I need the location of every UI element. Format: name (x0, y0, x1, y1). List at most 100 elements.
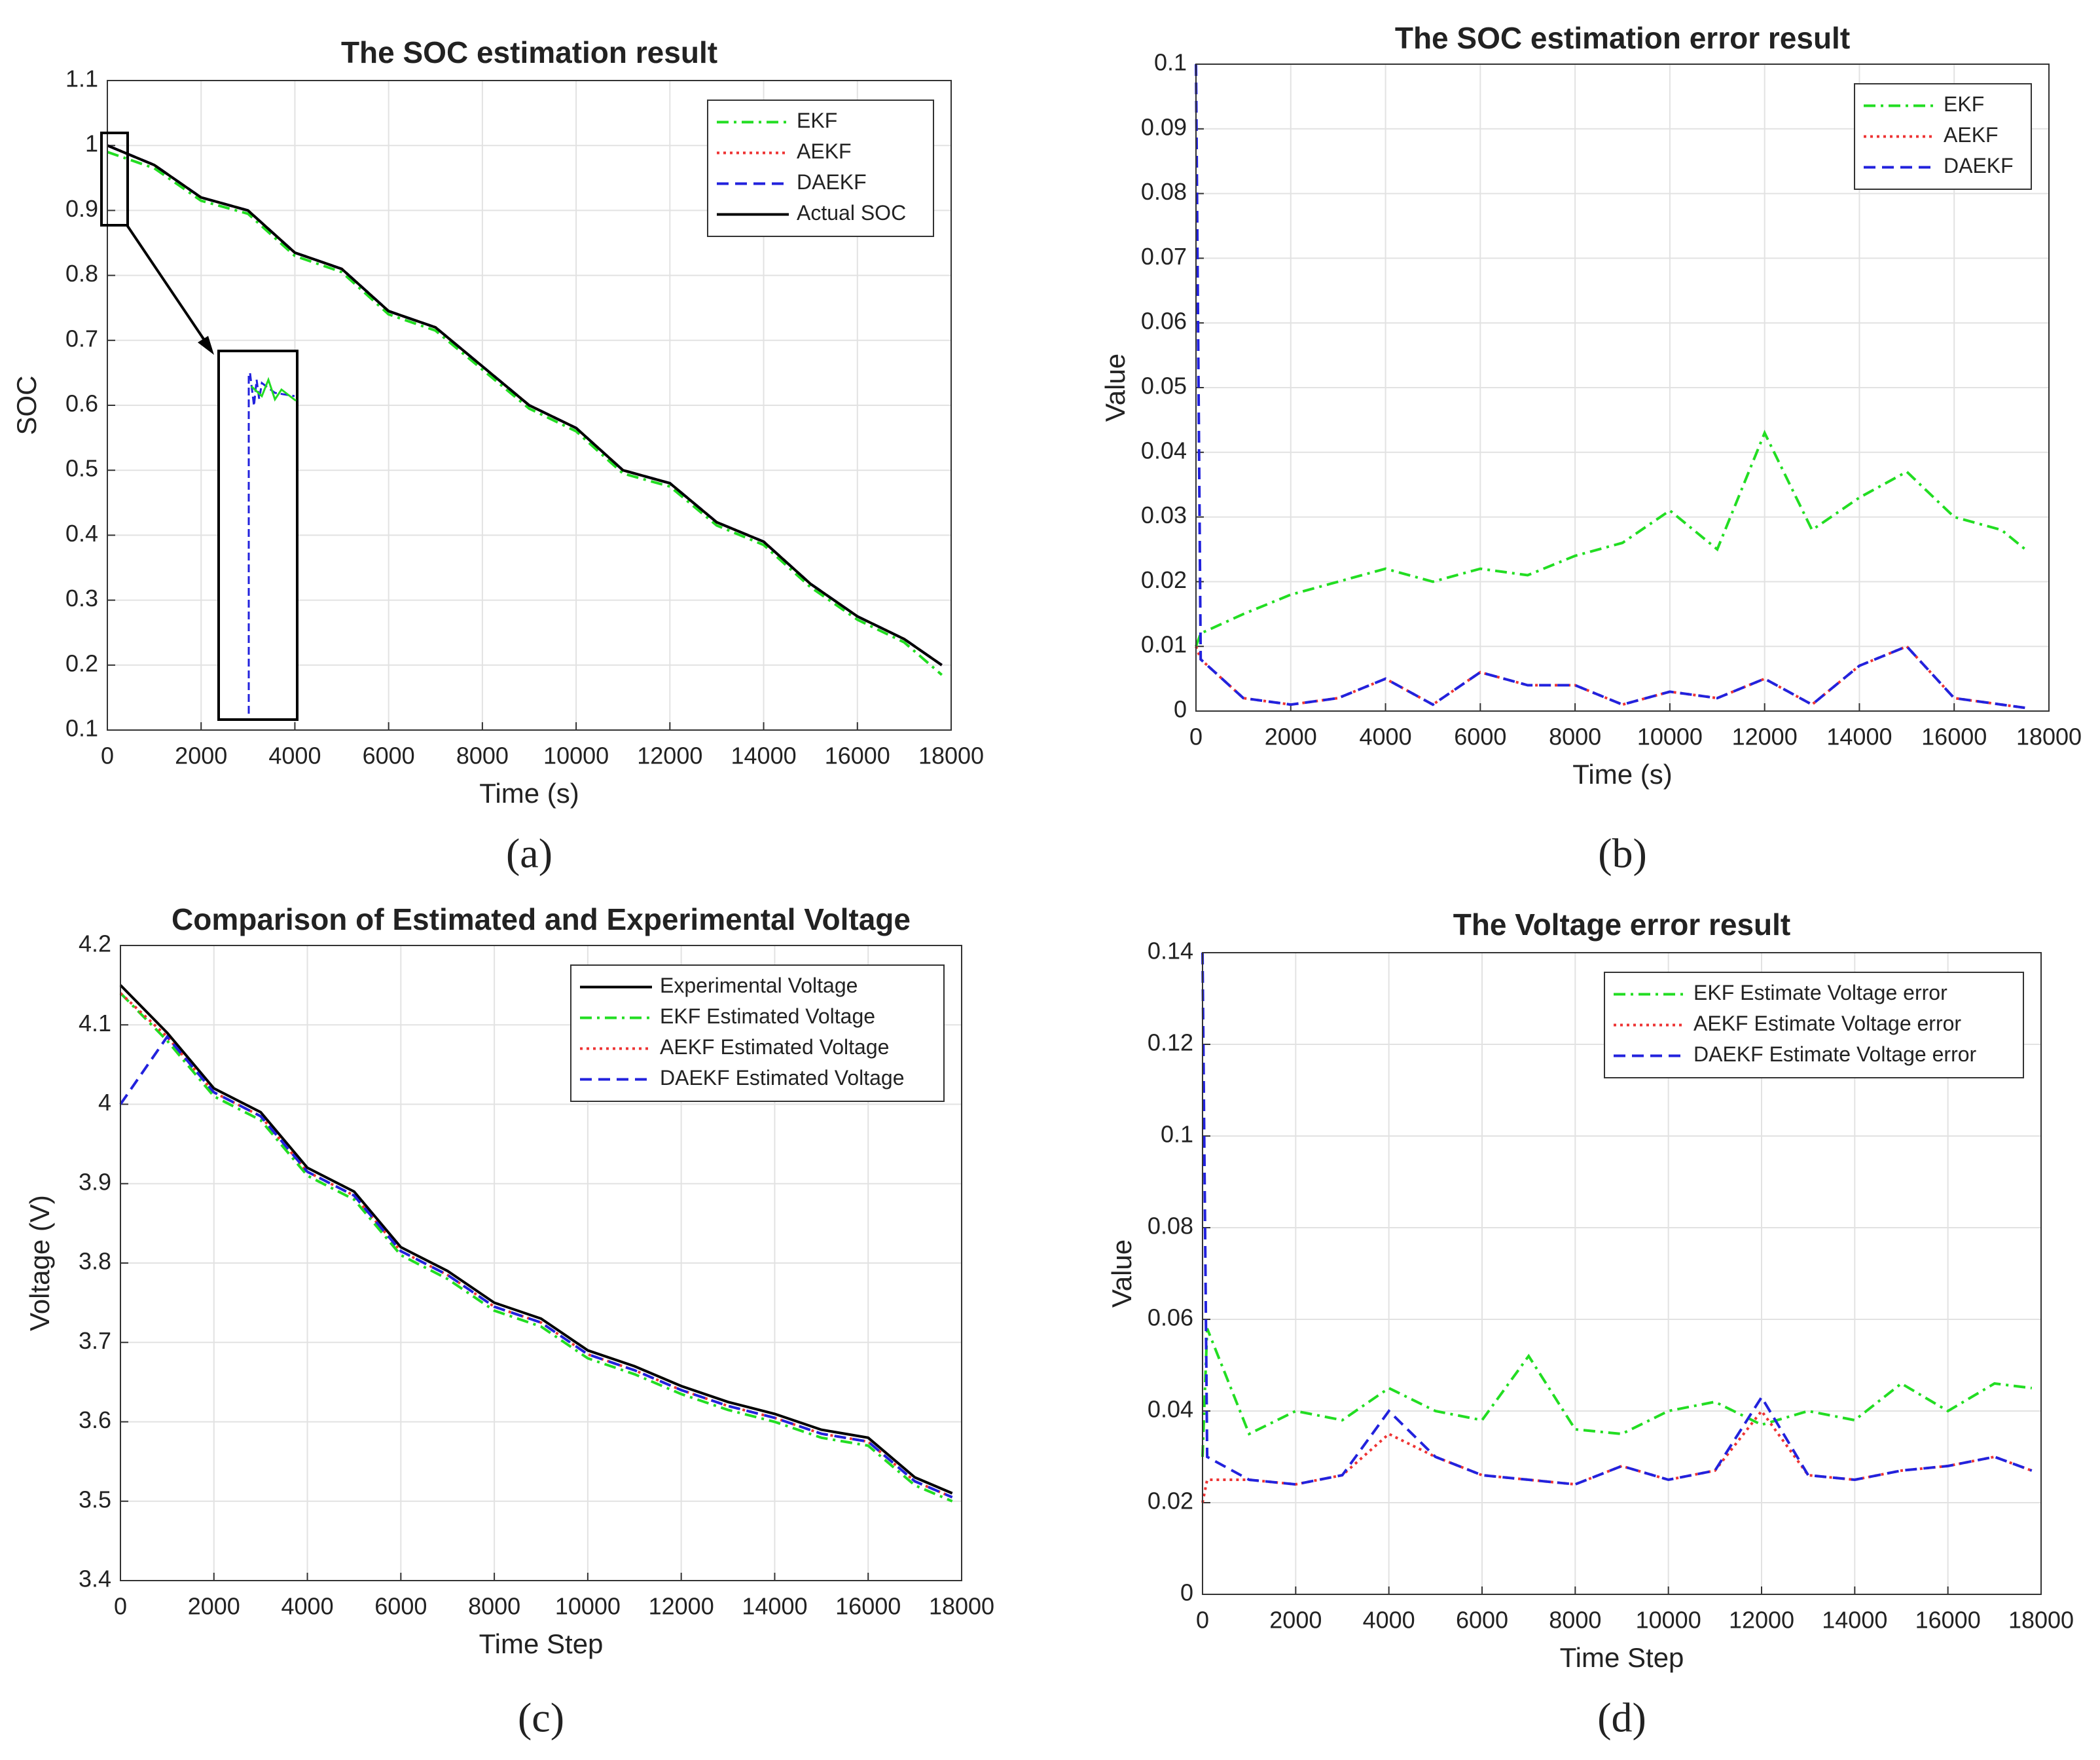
y-tick-label: 3.7 (79, 1327, 111, 1354)
axes-box (1202, 952, 2042, 1595)
series-line (119, 1035, 953, 1499)
legend-label: EKF Estimate Voltage error (1693, 981, 1947, 1004)
x-tick-label: 16000 (1921, 724, 1987, 750)
y-tick-label: 3.8 (79, 1248, 111, 1275)
legend-label: EKF Estimated Voltage (660, 1004, 875, 1028)
x-tick-label: 0 (101, 742, 114, 769)
legend-label: DAEKF Estimate Voltage error (1693, 1042, 1977, 1066)
zoom-arrow (126, 224, 212, 351)
y-tick-label: 0.7 (65, 325, 98, 352)
y-axis-label: Value (1106, 1239, 1137, 1308)
chart-title: The SOC estimation error result (1395, 21, 1850, 55)
x-tick-label: 10000 (555, 1593, 621, 1620)
inset-box (217, 350, 299, 721)
chart-title: The Voltage error result (1453, 908, 1791, 942)
series-line (119, 992, 953, 1499)
x-tick-label: 2000 (175, 742, 227, 769)
panel-label: (a) (506, 830, 552, 877)
panel-label: (d) (1597, 1695, 1646, 1741)
series-line (1195, 430, 2027, 647)
x-tick-label: 12000 (1729, 1607, 1794, 1634)
x-tick-label: 10000 (1636, 1607, 1701, 1634)
x-tick-label: 14000 (1826, 724, 1892, 750)
x-tick-label: 2000 (1265, 724, 1317, 750)
x-tick-label: 4000 (1360, 724, 1412, 750)
x-tick-label: 10000 (543, 742, 609, 769)
y-tick-label: 0.12 (1148, 1029, 1193, 1056)
x-tick-label: 2000 (1269, 1607, 1322, 1634)
legend-label: AEKF Estimate Voltage error (1693, 1012, 1961, 1035)
axes-box (107, 80, 952, 731)
zoom-arrowhead (198, 336, 214, 355)
x-tick-label: 16000 (825, 742, 890, 769)
y-tick-label: 3.6 (79, 1406, 111, 1433)
series-line (107, 151, 943, 676)
x-axis-label: Time (s) (479, 778, 579, 809)
y-tick-label: 0.4 (65, 520, 98, 547)
x-tick-label: 6000 (363, 742, 415, 769)
legend-label: AEKF Estimated Voltage (660, 1035, 889, 1059)
chart-title: The SOC estimation result (341, 35, 717, 69)
inset-trace (250, 376, 297, 402)
y-tick-label: 4.2 (79, 930, 111, 957)
panel-label: (c) (518, 1695, 564, 1741)
legend-label: Experimental Voltage (660, 974, 858, 997)
x-axis-label: Time (s) (1572, 759, 1672, 790)
legend-label: DAEKF Estimated Voltage (660, 1066, 905, 1090)
series-line (1195, 64, 2026, 710)
y-tick-label: 0.08 (1148, 1213, 1193, 1239)
x-tick-label: 18000 (918, 742, 984, 769)
x-tick-label: 16000 (835, 1593, 901, 1620)
chart-title: Comparison of Estimated and Experimental… (172, 902, 911, 936)
y-tick-label: 0.6 (65, 390, 98, 417)
y-tick-label: 0.09 (1141, 113, 1187, 140)
series-line (1201, 952, 2033, 1486)
y-tick-label: 0.1 (1161, 1121, 1193, 1148)
x-tick-label: 18000 (2016, 724, 2082, 750)
x-tick-label: 8000 (468, 1593, 520, 1620)
y-tick-label: 0 (1180, 1579, 1193, 1606)
y-tick-label: 0.06 (1148, 1304, 1193, 1331)
legend-label: AEKF (1944, 123, 1999, 147)
y-tick-label: 0.03 (1141, 502, 1187, 528)
x-tick-label: 10000 (1637, 724, 1703, 750)
legend-label: EKF (1944, 92, 1984, 116)
y-tick-label: 0.2 (65, 650, 98, 676)
y-tick-label: 0.3 (65, 585, 98, 612)
y-tick-label: 0.1 (1154, 49, 1187, 76)
x-tick-label: 6000 (1456, 1607, 1508, 1634)
x-tick-label: 18000 (2008, 1607, 2074, 1634)
x-tick-label: 12000 (637, 742, 702, 769)
x-tick-label: 14000 (731, 742, 797, 769)
charts: 0 2000 4000 6000 8000 10000 12000 14000 16000 180… (11, 21, 2082, 1741)
x-tick-label: 2000 (188, 1593, 240, 1620)
y-tick-label: 0.5 (65, 455, 98, 482)
y-axis-label: Voltage (V) (24, 1195, 55, 1331)
y-tick-label: 1.1 (65, 65, 98, 92)
y-axis-label: Value (1100, 354, 1131, 422)
y-tick-label: 0.8 (65, 260, 98, 287)
axes-box (120, 945, 962, 1581)
y-axis-label: SOC (11, 375, 42, 435)
y-tick-label: 0.02 (1148, 1488, 1193, 1514)
series-line (119, 992, 953, 1503)
x-tick-label: 16000 (1915, 1607, 1981, 1634)
x-tick-label: 0 (1189, 724, 1203, 750)
legend-label: DAEKF (797, 170, 867, 194)
y-tick-label: 0.01 (1141, 631, 1187, 658)
x-tick-label: 4000 (268, 742, 321, 769)
y-tick-label: 0.04 (1141, 437, 1187, 464)
x-axis-label: Time Step (479, 1628, 604, 1659)
series-line (107, 144, 943, 667)
series-line (119, 984, 953, 1495)
y-tick-label: 1 (85, 130, 98, 157)
y-tick-label: 4.1 (79, 1010, 111, 1036)
axes-box (1195, 64, 2050, 712)
legend-label: EKF (797, 109, 837, 132)
x-tick-label: 4000 (281, 1593, 334, 1620)
x-tick-label: 6000 (1454, 724, 1506, 750)
x-tick-label: 18000 (929, 1593, 994, 1620)
x-tick-label: 8000 (1549, 1607, 1601, 1634)
y-tick-label: 0.06 (1141, 308, 1187, 335)
panel-label: (b) (1598, 830, 1647, 877)
